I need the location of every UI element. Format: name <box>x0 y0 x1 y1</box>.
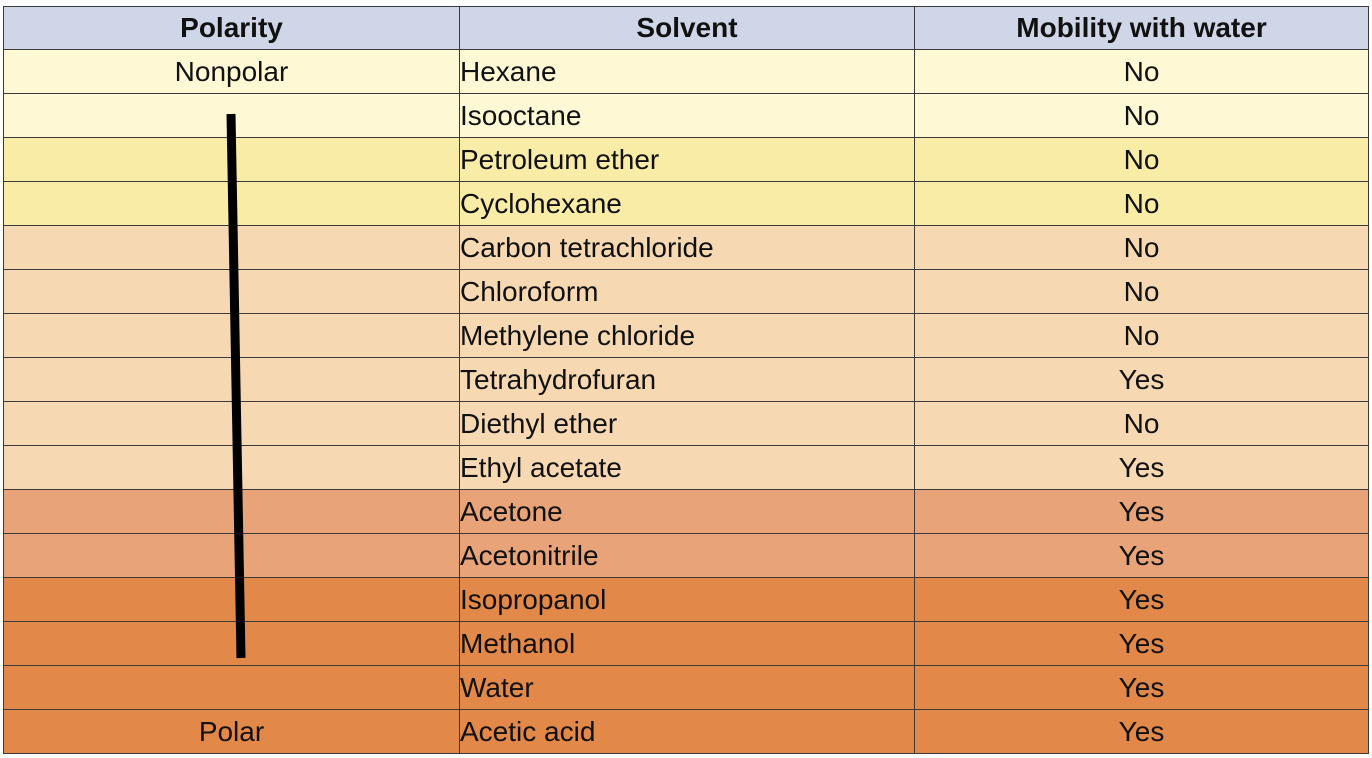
table-row: Ethyl acetate Yes <box>3 445 1369 490</box>
solvent-cell: Methylene chloride <box>459 313 915 358</box>
mobility-cell: Yes <box>914 533 1369 578</box>
table-row: Isopropanol Yes <box>3 577 1369 622</box>
solvent-cell: Carbon tetrachloride <box>459 225 915 270</box>
solvent-cell: Ethyl acetate <box>459 445 915 490</box>
solvent-cell: Cyclohexane <box>459 181 915 226</box>
table-row: Diethyl ether No <box>3 401 1369 446</box>
solvent-header: Solvent <box>459 6 915 50</box>
table-row: Tetrahydrofuran Yes <box>3 357 1369 402</box>
solvent-cell: Isooctane <box>459 93 915 138</box>
polarity-cell <box>3 137 460 182</box>
table-body: Nonpolar Hexane No Isooctane No Petroleum eth… <box>3 49 1369 754</box>
table-row: Nonpolar Hexane No <box>3 49 1369 94</box>
solvent-table-container: Polarity Solvent Mobility with water Non… <box>3 6 1369 758</box>
solvent-cell: Acetone <box>459 489 915 534</box>
mobility-cell: No <box>914 93 1369 138</box>
polarity-cell <box>3 357 460 402</box>
polarity-cell <box>3 577 460 622</box>
table-row: Cyclohexane No <box>3 181 1369 226</box>
solvent-cell: Hexane <box>459 49 915 94</box>
solvent-cell: Petroleum ether <box>459 137 915 182</box>
mobility-cell: No <box>914 181 1369 226</box>
table-row: Isooctane No <box>3 93 1369 138</box>
solvent-cell: Isopropanol <box>459 577 915 622</box>
solvent-cell: Diethyl ether <box>459 401 915 446</box>
solvent-cell: Tetrahydrofuran <box>459 357 915 402</box>
polarity-header: Polarity <box>3 6 460 50</box>
mobility-cell: Yes <box>914 489 1369 534</box>
table-row: Carbon tetrachloride No <box>3 225 1369 270</box>
table-row: Acetonitrile Yes <box>3 533 1369 578</box>
polarity-cell <box>3 269 460 314</box>
header-row: Polarity Solvent Mobility with water <box>3 6 1369 50</box>
mobility-cell: No <box>914 313 1369 358</box>
solvent-cell: Methanol <box>459 621 915 666</box>
solvent-cell: Water <box>459 665 915 710</box>
solvent-polarity-table: Polarity Solvent Mobility with water Non… <box>3 6 1369 754</box>
mobility-cell: No <box>914 269 1369 314</box>
mobility-cell: No <box>914 225 1369 270</box>
polarity-cell: Polar <box>3 709 460 754</box>
table-row: Chloroform No <box>3 269 1369 314</box>
mobility-cell: Yes <box>914 445 1369 490</box>
table-row: Water Yes <box>3 665 1369 710</box>
polarity-cell <box>3 313 460 358</box>
mobility-cell: Yes <box>914 577 1369 622</box>
polarity-cell <box>3 181 460 226</box>
table-row: Petroleum ether No <box>3 137 1369 182</box>
table-row: Methanol Yes <box>3 621 1369 666</box>
polarity-cell <box>3 445 460 490</box>
mobility-cell: Yes <box>914 709 1369 754</box>
table-row: Acetone Yes <box>3 489 1369 534</box>
mobility-header: Mobility with water <box>914 6 1369 50</box>
solvent-cell: Acetonitrile <box>459 533 915 578</box>
mobility-cell: Yes <box>914 357 1369 402</box>
solvent-cell: Acetic acid <box>459 709 915 754</box>
polarity-cell <box>3 225 460 270</box>
polarity-cell <box>3 489 460 534</box>
table-row: Methylene chloride No <box>3 313 1369 358</box>
polarity-cell <box>3 621 460 666</box>
mobility-cell: No <box>914 401 1369 446</box>
solvent-cell: Chloroform <box>459 269 915 314</box>
mobility-cell: Yes <box>914 665 1369 710</box>
mobility-cell: No <box>914 137 1369 182</box>
polarity-cell <box>3 533 460 578</box>
polarity-cell <box>3 665 460 710</box>
polarity-cell: Nonpolar <box>3 49 460 94</box>
mobility-cell: No <box>914 49 1369 94</box>
polarity-cell <box>3 93 460 138</box>
mobility-cell: Yes <box>914 621 1369 666</box>
polarity-cell <box>3 401 460 446</box>
table-row: Polar Acetic acid Yes <box>3 709 1369 754</box>
